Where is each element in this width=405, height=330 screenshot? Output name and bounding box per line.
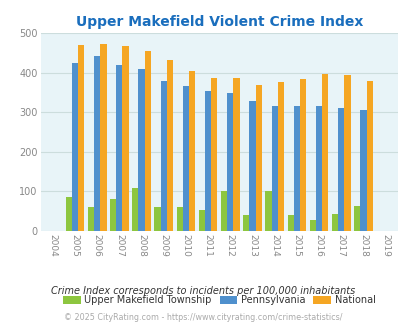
Bar xyxy=(233,78,239,231)
Bar xyxy=(343,75,350,231)
Bar xyxy=(366,81,372,231)
Bar xyxy=(72,63,78,231)
Bar xyxy=(249,101,255,231)
Bar xyxy=(331,214,337,231)
Bar xyxy=(299,79,305,231)
Bar xyxy=(220,191,227,231)
Bar xyxy=(277,82,284,231)
Bar xyxy=(271,106,277,231)
Bar xyxy=(189,71,195,231)
Bar xyxy=(322,74,328,231)
Bar xyxy=(66,197,72,231)
Bar xyxy=(176,207,182,231)
Bar xyxy=(198,211,205,231)
Bar xyxy=(132,188,138,231)
Bar xyxy=(227,93,233,231)
Bar xyxy=(122,46,128,231)
Bar xyxy=(154,207,160,231)
Bar xyxy=(87,207,94,231)
Bar xyxy=(337,108,343,231)
Text: Crime Index corresponds to incidents per 100,000 inhabitants: Crime Index corresponds to incidents per… xyxy=(51,286,354,296)
Bar xyxy=(182,86,189,231)
Bar xyxy=(309,220,315,231)
Title: Upper Makefield Violent Crime Index: Upper Makefield Violent Crime Index xyxy=(75,15,362,29)
Bar xyxy=(211,78,217,231)
Bar xyxy=(78,45,84,231)
Bar xyxy=(138,69,144,231)
Bar xyxy=(353,207,360,231)
Bar xyxy=(315,106,322,231)
Legend: Upper Makefield Township, Pennsylvania, National: Upper Makefield Township, Pennsylvania, … xyxy=(59,291,378,309)
Bar xyxy=(160,81,166,231)
Bar xyxy=(243,215,249,231)
Bar xyxy=(94,56,100,231)
Bar xyxy=(255,85,261,231)
Bar xyxy=(116,65,122,231)
Bar xyxy=(293,106,299,231)
Bar xyxy=(100,44,106,231)
Bar xyxy=(265,191,271,231)
Bar xyxy=(360,110,366,231)
Bar xyxy=(110,199,116,231)
Text: © 2025 CityRating.com - https://www.cityrating.com/crime-statistics/: © 2025 CityRating.com - https://www.city… xyxy=(64,313,341,322)
Bar xyxy=(166,60,173,231)
Bar xyxy=(287,215,293,231)
Bar xyxy=(205,91,211,231)
Bar xyxy=(144,51,151,231)
